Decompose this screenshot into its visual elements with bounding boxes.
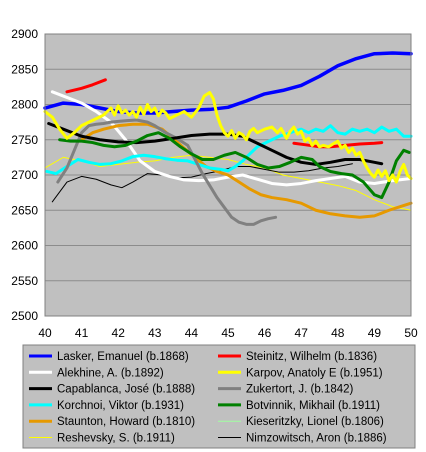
x-tick-label: 44 <box>185 326 199 340</box>
legend-label-staunton: Staunton, Howard (b.1810) <box>57 416 195 428</box>
x-tick-label: 50 <box>404 326 418 340</box>
legend-label-karpov: Karpov, Anatoly E (b.1951) <box>246 367 383 379</box>
legend-label-korchnoi: Korchnoi, Viktor (b.1931) <box>57 400 184 412</box>
x-tick-labels: 40 41 42 43 44 45 46 47 48 49 50 <box>38 326 418 340</box>
series-lines <box>43 51 413 226</box>
legend-label-kieseritzky: Kieseritzky, Lionel (b.1806) <box>246 416 384 428</box>
x-tick-label: 40 <box>38 326 52 340</box>
legend-label-capablanca: Capablanca, José (b.1888) <box>57 384 195 396</box>
series-line-lasker <box>43 51 413 115</box>
series-line-steinitz-2 <box>292 141 384 149</box>
x-tick-label: 41 <box>75 326 89 340</box>
y-tick-label: 2500 <box>11 309 38 323</box>
x-tick-label: 47 <box>295 326 309 340</box>
x-tick-label: 48 <box>331 326 345 340</box>
series-line-staunton <box>80 122 413 219</box>
y-tick-label: 2600 <box>11 239 38 253</box>
y-tick-label: 2900 <box>11 27 38 41</box>
y-tick-label: 2750 <box>11 133 38 147</box>
series-line-botvinnik <box>58 131 411 200</box>
legend-label-lasker: Lasker, Emanuel (b.1868) <box>57 351 189 363</box>
y-tick-label: 2700 <box>11 168 38 182</box>
y-tick-label: 2650 <box>11 203 38 217</box>
legend-label-steinitz: Steinitz, Wilhelm (b.1836) <box>246 351 377 363</box>
x-tick-label: 49 <box>368 326 382 340</box>
x-tick-label: 45 <box>221 326 235 340</box>
y-tick-label: 2850 <box>11 62 38 76</box>
legend-label-nimzowitsch: Nimzowitsch, Aron (b.1886) <box>246 433 387 445</box>
x-tick-label: 43 <box>148 326 162 340</box>
y-tick-labels: 2500 2550 2600 2650 2700 2750 2800 2850 2900 <box>11 27 38 323</box>
plot-frame <box>44 33 412 317</box>
legend-label-zukertort: Zukertort, J. (b.1842) <box>246 384 354 396</box>
series-line-nimzowitsch <box>51 163 353 203</box>
series-line-steinitz-1 <box>65 78 107 94</box>
x-tick-label: 42 <box>112 326 126 340</box>
series-line-reshevsky <box>44 154 412 211</box>
series-line-zukertort <box>56 118 278 226</box>
series-line-karpov <box>43 91 413 184</box>
legend-label-alekhine: Alekhine, A. (b.1892) <box>57 367 164 379</box>
series-line-korchnoi <box>45 124 413 176</box>
legend-box <box>22 344 416 449</box>
legend-label-botvinnik: Botvinnik, Mikhail (b.1911) <box>246 400 380 412</box>
y-tick-label: 2800 <box>11 98 38 112</box>
x-tick-label: 46 <box>258 326 272 340</box>
y-tick-label: 2550 <box>11 274 38 288</box>
legend-label-reshevsky: Reshevsky, S. (b.1911) <box>57 433 175 445</box>
legend: Lasker, Emanuel (b.1868) Steinitz, Wilhel… <box>29 351 387 445</box>
